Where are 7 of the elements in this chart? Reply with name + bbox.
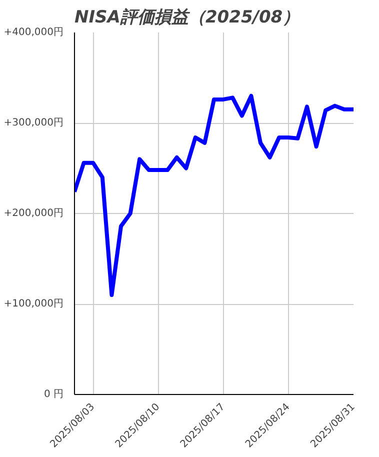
y-tick-label: 0 円 — [44, 389, 64, 400]
y-tick-label: +200,000円 — [4, 208, 64, 219]
y-tick-label: +300,000円 — [4, 118, 64, 128]
line-series — [74, 94, 354, 297]
chart-title: NISA評価損益（2025/08） — [74, 8, 300, 28]
y-tick-label: +100,000円 — [4, 298, 64, 310]
y-tick-label: +400,000円 — [4, 27, 64, 38]
